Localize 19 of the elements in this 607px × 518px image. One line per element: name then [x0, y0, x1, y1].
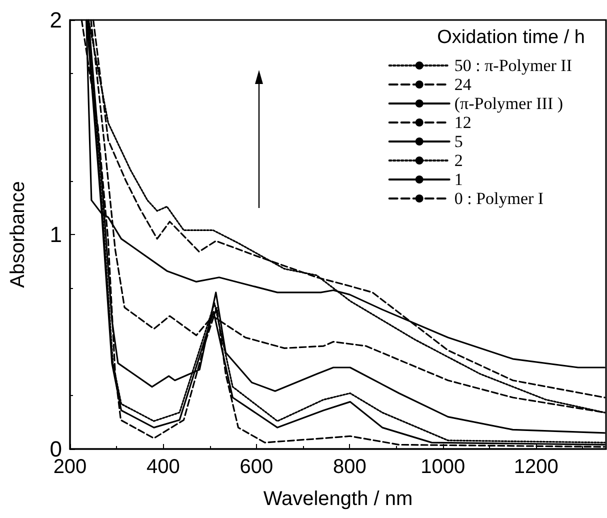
legend-label: (π-Polymer III )	[454, 94, 564, 113]
x-tick-label: 600	[240, 456, 274, 478]
legend-label: 12	[454, 113, 472, 132]
legend-label: 2	[454, 151, 463, 170]
y-tick-label: 1	[50, 222, 62, 247]
legend-label: 0 : Polymer I	[454, 189, 544, 208]
x-tick-label: 400	[146, 456, 180, 478]
x-tick-label: 1000	[420, 456, 466, 478]
legend-label: 5	[454, 132, 463, 151]
legend-label: 24	[454, 75, 472, 94]
legend-title: Oxidation time / h	[437, 27, 585, 48]
x-tick-label: 800	[332, 456, 366, 478]
x-axis-title: Wavelength / nm	[263, 488, 413, 510]
legend-label: 1	[454, 170, 463, 189]
x-tick-label: 200	[53, 456, 87, 478]
y-axis-title: Absorbance	[7, 181, 29, 288]
x-tick-label: 1200	[514, 456, 558, 478]
legend-label: 50 : π-Polymer II	[454, 56, 572, 75]
y-tick-label: 2	[50, 8, 62, 32]
